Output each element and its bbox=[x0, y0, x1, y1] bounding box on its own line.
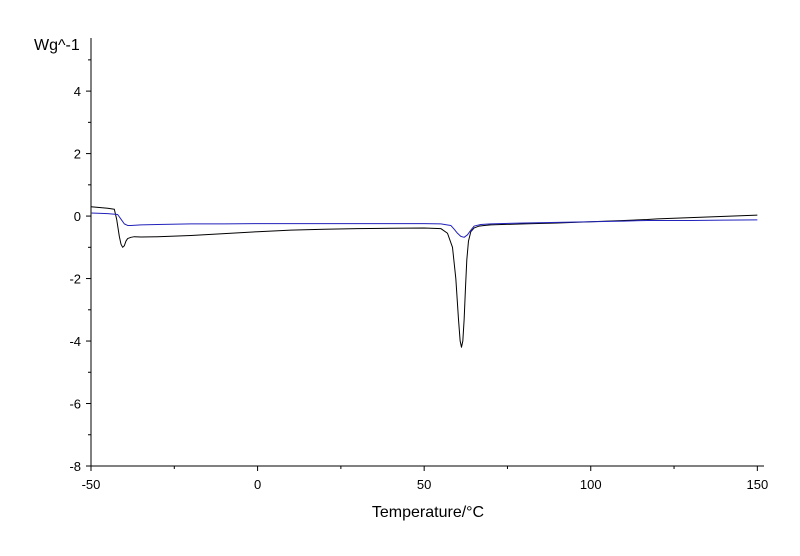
x-axis-title: Temperature/°C bbox=[372, 504, 484, 521]
series-line-2 bbox=[90, 212, 758, 238]
y-tick-label: -2 bbox=[69, 272, 81, 287]
x-tick-label: 0 bbox=[254, 477, 261, 492]
x-tick-label: -50 bbox=[82, 477, 101, 492]
y-axis-title: Wg^-1 bbox=[34, 37, 80, 54]
y-tick-label: 4 bbox=[74, 84, 81, 99]
series-line-1 bbox=[90, 206, 758, 348]
x-tick-label: 50 bbox=[417, 477, 431, 492]
y-tick-label: -8 bbox=[69, 459, 81, 474]
y-tick-label: -4 bbox=[69, 334, 81, 349]
axes bbox=[90, 38, 764, 467]
x-tick-label: 100 bbox=[580, 477, 602, 492]
tick-labels: -8 -6 -4 -2 0 2 4 -50 0 50 100 150 bbox=[69, 84, 768, 492]
y-tick-label: 0 bbox=[74, 209, 81, 224]
ticks bbox=[86, 59, 758, 471]
x-tick-label: 150 bbox=[746, 477, 768, 492]
y-tick-label: 2 bbox=[74, 147, 81, 162]
y-tick-label: -6 bbox=[69, 397, 81, 412]
series-lines bbox=[90, 206, 758, 348]
